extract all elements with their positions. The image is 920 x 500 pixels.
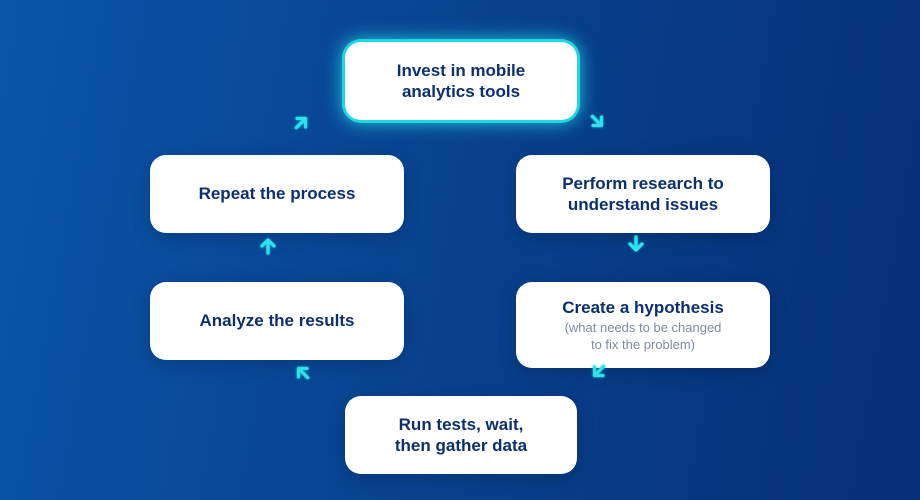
node-hypothesis: Create a hypothesis(what needs to be cha… bbox=[516, 282, 770, 368]
flowchart-canvas: Invest in mobileanalytics tools Perform r… bbox=[0, 0, 920, 500]
arrow-a2 bbox=[624, 233, 648, 257]
node-research: Perform research tounderstand issues bbox=[516, 155, 770, 233]
node-subtitle: (what needs to be changedto fix the prob… bbox=[565, 320, 722, 353]
node-title: Invest in mobileanalytics tools bbox=[397, 60, 525, 103]
arrow-a1 bbox=[581, 105, 615, 139]
arrow-a4 bbox=[285, 355, 319, 389]
node-analyze: Analyze the results bbox=[150, 282, 404, 360]
node-title: Run tests, wait,then gather data bbox=[395, 414, 527, 457]
node-repeat: Repeat the process bbox=[150, 155, 404, 233]
node-title: Perform research tounderstand issues bbox=[562, 173, 724, 216]
arrow-a5 bbox=[256, 233, 280, 257]
node-invest: Invest in mobileanalytics tools bbox=[345, 42, 577, 120]
node-title: Repeat the process bbox=[199, 183, 356, 204]
arrow-a6 bbox=[285, 105, 319, 139]
node-title: Analyze the results bbox=[200, 310, 355, 331]
node-runtests: Run tests, wait,then gather data bbox=[345, 396, 577, 474]
node-title: Create a hypothesis bbox=[562, 297, 724, 318]
